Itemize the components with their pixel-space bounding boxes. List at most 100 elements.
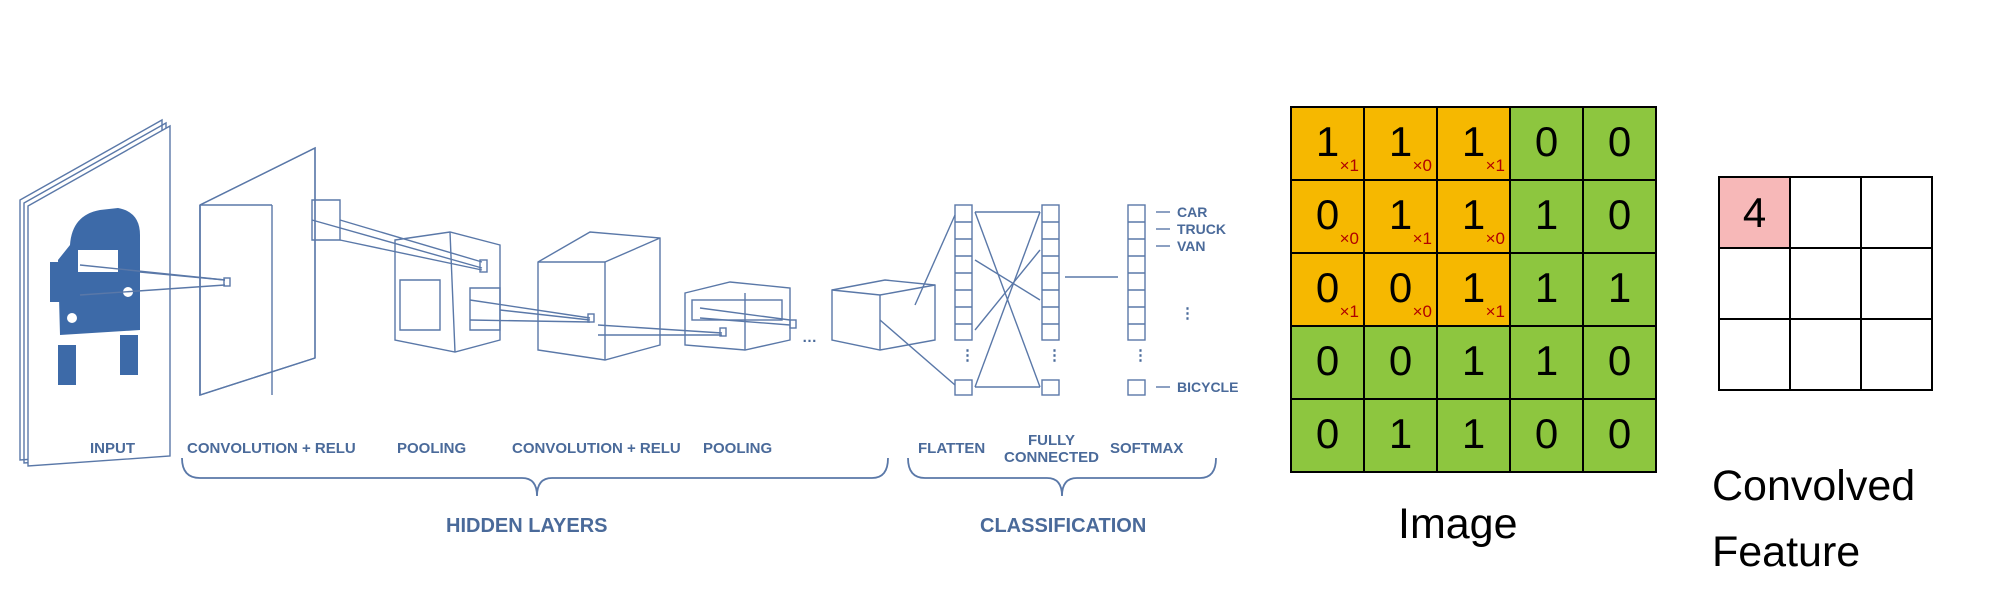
image-cell-value: 1: [1461, 117, 1486, 165]
feature-matrix-row: [1718, 318, 1933, 391]
cnn-architecture-diagram: … ⋮ ⋮: [19, 118, 1238, 537]
image-cell-value: 0: [1315, 190, 1340, 238]
image-matrix-cell: 0: [1363, 325, 1438, 400]
image-matrix-cell: 1: [1509, 325, 1584, 400]
pool2-block: [684, 281, 797, 351]
feature-matrix-row: [1718, 247, 1933, 320]
image-cell-value: 1: [1534, 263, 1559, 311]
image-cell-value: 0: [1315, 263, 1340, 311]
kernel-weight: ×0: [1412, 302, 1432, 321]
image-cell-value: 0: [1534, 117, 1559, 165]
feature-matrix-cell: [1789, 176, 1862, 249]
feature-matrix-cell: [1860, 247, 1933, 320]
label-input: INPUT: [90, 440, 135, 457]
kernel-weight: ×1: [1485, 156, 1505, 175]
softmax-column: [1127, 204, 1146, 396]
output-label-van: VAN: [1177, 238, 1206, 254]
image-matrix-cell: 1: [1582, 252, 1657, 327]
fc-column: [1041, 204, 1060, 396]
convolved-caption-line1: Convolved: [1712, 462, 1916, 510]
kernel-weight: ×0: [1485, 229, 1505, 248]
image-cell-value: 1: [1388, 409, 1413, 457]
image-matrix-cell: 1 ×1: [1436, 106, 1511, 181]
feature-matrix-cell: [1860, 176, 1933, 249]
ellipsis-text: …: [802, 329, 817, 346]
image-matrix-row: 0 ×0 1 ×1 1 ×0 1 0: [1290, 179, 1657, 254]
image-cell-value: 0: [1607, 117, 1632, 165]
classification-brace: [907, 457, 1217, 497]
image-cell-value: 0: [1388, 263, 1413, 311]
image-cell-value: 0: [1607, 409, 1632, 457]
image-matrix-cell: 1 ×0: [1363, 106, 1438, 181]
image-matrix-cell: 0: [1290, 325, 1365, 400]
kernel-weight: ×1: [1485, 302, 1505, 321]
kernel-weight: ×0: [1412, 156, 1432, 175]
kernel-weight: ×1: [1339, 302, 1359, 321]
image-matrix-cell: 1: [1509, 179, 1584, 254]
outputs-dots: ⋮: [1180, 305, 1195, 322]
conv1-block: [199, 146, 316, 396]
kernel-weight: ×1: [1412, 229, 1432, 248]
image-matrix-cell: 0 ×0: [1290, 179, 1365, 254]
image-matrix-cell: 1: [1436, 325, 1511, 400]
flatten-dots: ⋮: [960, 347, 975, 364]
image-matrix-cell: 0: [1582, 106, 1657, 181]
image-matrix-cell: 1 ×1: [1436, 252, 1511, 327]
kernel-weight: ×1: [1339, 156, 1359, 175]
label-conv1: CONVOLUTION + RELU: [187, 440, 356, 457]
image-cell-value: 1: [1461, 336, 1486, 384]
image-cell-value: 1: [1388, 190, 1413, 238]
image-cell-value: 0: [1315, 336, 1340, 384]
image-matrix-cell: 1: [1509, 252, 1584, 327]
image-matrix-cell: 1 ×1: [1290, 106, 1365, 181]
image-cell-value: 1: [1534, 190, 1559, 238]
feature-matrix-cell: [1789, 318, 1862, 391]
image-cell-value: 1: [1461, 409, 1486, 457]
image-cell-value: 1: [1534, 336, 1559, 384]
image-matrix-cell: 0: [1290, 398, 1365, 473]
label-fc-line1: FULLY: [1028, 432, 1075, 449]
image-cell-value: 0: [1315, 409, 1340, 457]
label-flatten: FLATTEN: [918, 440, 985, 457]
convolved-feature-matrix: 4: [1718, 176, 1933, 391]
feature-matrix-cell: [1718, 247, 1791, 320]
label-pool2: POOLING: [703, 440, 772, 457]
image-matrix-cell: 1: [1363, 398, 1438, 473]
image-cell-value: 0: [1607, 336, 1632, 384]
image-matrix-cell: 1 ×1: [1363, 179, 1438, 254]
image-matrix-row: 0 ×1 0 ×0 1 ×1 1 1: [1290, 252, 1657, 327]
image-matrix-cell: 0: [1509, 398, 1584, 473]
convolved-caption-line2: Feature: [1712, 528, 1861, 576]
image-cell-value: 0: [1534, 409, 1559, 457]
label-fc-line2: CONNECTED: [1004, 449, 1099, 466]
image-cell-value: 1: [1388, 117, 1413, 165]
conv2-block: [537, 231, 661, 361]
image-caption: Image: [1398, 500, 1518, 548]
output-label-truck: TRUCK: [1177, 221, 1226, 237]
image-cell-value: 1: [1315, 117, 1340, 165]
image-matrix-cell: 1: [1436, 398, 1511, 473]
image-cell-value: 0: [1607, 190, 1632, 238]
label-classification: CLASSIFICATION: [980, 515, 1146, 537]
input-image: [19, 118, 171, 467]
feature-matrix-row: 4: [1718, 176, 1933, 249]
image-matrix-row: 1 ×1 1 ×0 1 ×1 0 0: [1290, 106, 1657, 181]
output-label-bicycle: BICYCLE: [1177, 379, 1238, 395]
image-matrix-cell: 0: [1582, 325, 1657, 400]
image-matrix-cell: 0 ×0: [1363, 252, 1438, 327]
label-hidden-layers: HIDDEN LAYERS: [446, 515, 608, 537]
feature-matrix-cell: 4: [1718, 176, 1791, 249]
softmax-dots: ⋮: [1133, 347, 1148, 364]
output-label-car: CAR: [1177, 204, 1207, 220]
kernel-weight: ×0: [1339, 229, 1359, 248]
image-matrix-cell: 0: [1582, 179, 1657, 254]
label-softmax: SOFTMAX: [1110, 440, 1183, 457]
image-matrix-cell: 1 ×0: [1436, 179, 1511, 254]
image-cell-value: 1: [1607, 263, 1632, 311]
feature-matrix-cell: [1860, 318, 1933, 391]
feature-matrix-cell: [1718, 318, 1791, 391]
image-cell-value: 1: [1461, 263, 1486, 311]
image-cell-value: 1: [1461, 190, 1486, 238]
